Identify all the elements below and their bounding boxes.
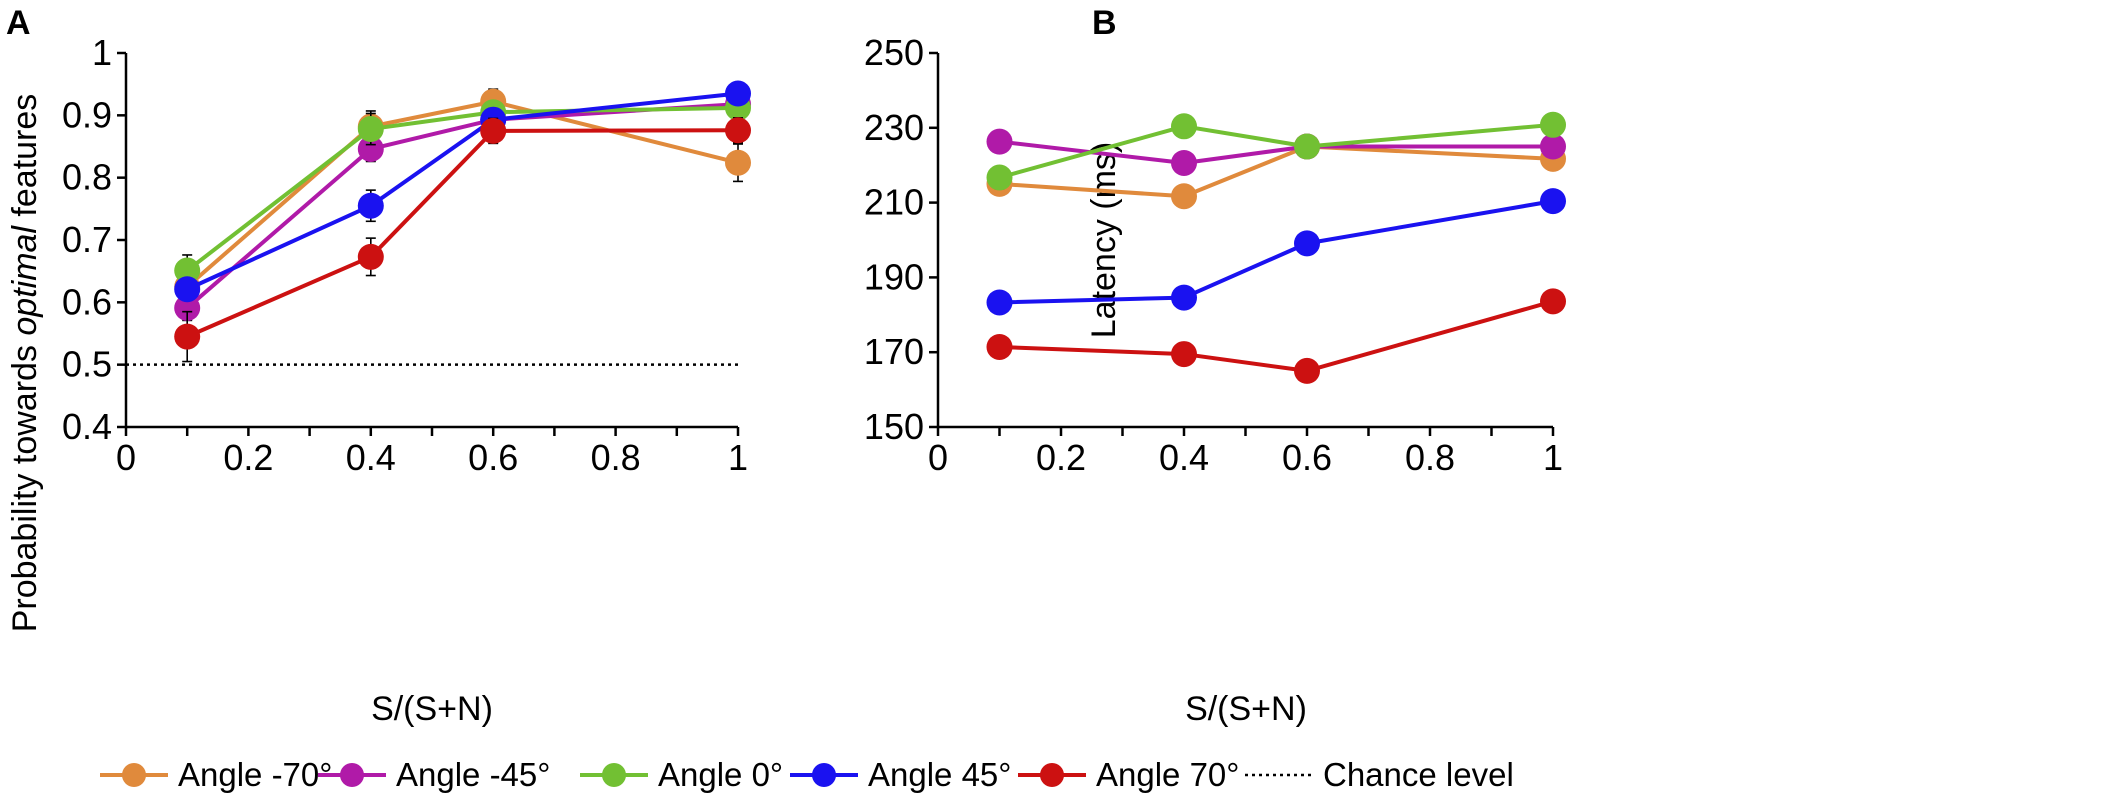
- legend-angle-70-marker: [1040, 763, 1064, 787]
- panel-b-angle-70-point: [986, 333, 1013, 360]
- panel-b-ytick-label: 150: [864, 406, 924, 447]
- panel-a-angle-0-line: [185, 105, 739, 273]
- panel-a-angle-70-point: [480, 117, 507, 144]
- legend-angle-70-marker: [122, 763, 146, 787]
- panel-a-angle-45-point: [725, 80, 751, 107]
- panel-b-ytick-label: 230: [864, 107, 924, 148]
- panel-a-ytick-label: 1: [92, 32, 112, 73]
- panel-a-xtick-label: 0.4: [346, 437, 396, 478]
- panel-b: B Latency (ms) S/(S+N) 150 170 190 210 230 25…: [864, 4, 1566, 728]
- panel-a-angle-70-point: [174, 323, 201, 350]
- panel-b-angle-70-point: [1540, 288, 1566, 315]
- panel-b-xtick-label: 0.4: [1159, 437, 1209, 478]
- panel-a-xtick-label: 1: [728, 437, 748, 478]
- panel-a-ytick-label: 0.8: [62, 157, 112, 198]
- panel-b-xtick-label: 0: [928, 437, 948, 478]
- panel-a-ylabel: Probability towards optimal features: [6, 94, 44, 633]
- panel-b-angle-70-point: [1171, 341, 1197, 368]
- legend-angle-0-marker: [602, 763, 626, 787]
- panel-a-ytick-label: 0.9: [62, 94, 112, 135]
- panel-a-ytick-label: 0.7: [62, 219, 112, 260]
- panel-b-angle-45-point: [1171, 149, 1197, 176]
- panel-b-angle-0-point: [1540, 111, 1566, 138]
- panel-a-ytick-label: 0.5: [62, 344, 112, 385]
- panel-a-angle-0-point: [174, 257, 201, 284]
- panel-b-angle-45-line: [999, 199, 1554, 305]
- legend-angle-45-marker: [812, 763, 836, 787]
- panel-a-ytick-label: 0.6: [62, 281, 112, 322]
- panel-a: A Probability towards optimal features S…: [6, 4, 751, 728]
- legend-angle-0-label: Angle 0°: [658, 756, 783, 793]
- legend-angle-45-marker: [340, 763, 364, 787]
- legend-angle-45-label: Angle -45°: [396, 756, 550, 793]
- panel-b-ylabel: Latency (ms): [1085, 142, 1123, 339]
- legend-angle-70-label: Angle 70°: [1096, 756, 1239, 793]
- panel-a-angle-45-point: [357, 135, 384, 162]
- panel-a-angle-45-point: [174, 294, 201, 321]
- panel-b-xtick-label: 0.8: [1405, 437, 1455, 478]
- panel-a-xlabel: S/(S+N): [371, 690, 493, 728]
- panel-a-ylabel-part3: features: [6, 94, 44, 226]
- panel-b-angle-0-point: [1294, 133, 1320, 160]
- panel-a-angle-45-point: [357, 192, 384, 219]
- panel-a-label: A: [6, 4, 31, 42]
- legend: Angle -70° Angle -45° Angle 0° Angle 45° Ang…: [100, 756, 1514, 793]
- panel-b-angle-45-point: [986, 128, 1013, 155]
- panel-a-ytick-label: 0.4: [62, 406, 112, 447]
- panel-a-ylabel-part1: Probability towards: [6, 336, 44, 633]
- panel-b-ytick-label: 210: [864, 182, 924, 223]
- panel-a-angle-70-point: [725, 149, 751, 176]
- panel-b-label: B: [1092, 4, 1117, 42]
- panel-a-xtick-label: 0.8: [591, 437, 641, 478]
- panel-b-angle-45-point: [1171, 284, 1197, 311]
- panel-b-angle-70-line: [999, 144, 1554, 199]
- panel-b-angle-0-point: [986, 164, 1013, 191]
- panel-b-angle-70-line: [999, 299, 1554, 373]
- panel-b-angle-70-point: [1294, 357, 1320, 384]
- panel-b-xlabel: S/(S+N): [1185, 690, 1307, 728]
- panel-a-ylabel-part2: optimal: [6, 225, 44, 336]
- panel-a-angle-45-line: [186, 91, 739, 292]
- panel-b-angle-70-point: [1171, 183, 1197, 210]
- panel-a-xtick-label: 0: [116, 437, 136, 478]
- panel-b-ytick-label: 170: [864, 331, 924, 372]
- panel-b-xtick-label: 0.6: [1282, 437, 1332, 478]
- panel-b-angle-45-point: [986, 289, 1013, 316]
- panel-b-angle-0-point: [1171, 113, 1197, 140]
- panel-a-angle-45-point: [174, 276, 201, 303]
- legend-chance-level-label: Chance level: [1323, 756, 1514, 793]
- legend-angle-45-label: Angle 45°: [868, 756, 1011, 793]
- panel-b-xtick-label: 1: [1543, 437, 1563, 478]
- panel-a-angle-0-point: [357, 116, 384, 143]
- legend-angle-70-label: Angle -70°: [178, 756, 332, 793]
- panel-a-angle-70-line: [186, 128, 739, 339]
- panel-b-xtick-label: 0.2: [1036, 437, 1086, 478]
- panel-b-angle-45-point: [1294, 230, 1320, 257]
- panel-b-ytick-label: 250: [864, 32, 924, 73]
- panel-b-ytick-label: 190: [864, 256, 924, 297]
- panel-b-angle-0-line: [998, 122, 1554, 180]
- panel-a-angle-70-point: [357, 243, 384, 270]
- panel-a-xtick-label: 0.6: [468, 437, 518, 478]
- panel-b-angle-45-point: [1540, 133, 1566, 160]
- panel-a-angle-70-point: [725, 117, 751, 144]
- panel-a-xtick-label: 0.2: [223, 437, 273, 478]
- panel-b-angle-45-point: [1540, 188, 1566, 215]
